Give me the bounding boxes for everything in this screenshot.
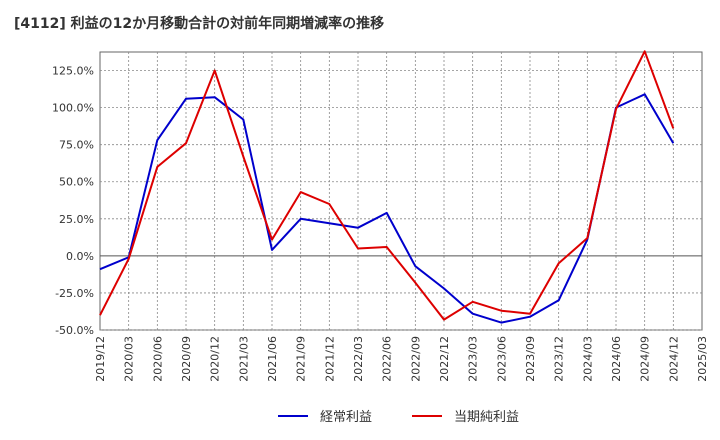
y-tick-label: 25.0% [59, 213, 94, 226]
x-tick-label: 2021/03 [237, 336, 250, 382]
x-tick-label: 2020/09 [180, 336, 193, 382]
plot-frame [99, 51, 703, 331]
legend-label-1: 経常利益 [320, 410, 372, 425]
y-tick-label: 100.0% [52, 102, 94, 115]
x-tick-label: 2024/03 [581, 336, 594, 382]
y-tick-label: 125.0% [52, 65, 94, 78]
y-tick-label: -25.0% [55, 287, 94, 300]
x-tick-label: 2024/06 [610, 336, 623, 382]
x-tick-label: 2023/09 [524, 336, 537, 382]
x-tick-label: 2021/06 [266, 336, 279, 382]
x-tick-label: 2023/06 [495, 336, 508, 382]
x-tick-label: 2020/03 [123, 336, 136, 382]
x-tick-label: 2023/03 [467, 336, 480, 382]
chart-title: [4112] 利益の12か月移動合計の対前年同期増減率の推移 [14, 15, 384, 32]
x-tick-label: 2023/12 [553, 336, 566, 382]
x-tick-label: 2025/03 [696, 336, 709, 382]
x-tick-label: 2024/09 [639, 336, 652, 382]
series-line-1 [99, 93, 675, 324]
x-tick-label: 2024/12 [667, 336, 680, 382]
x-tick-label: 2022/06 [381, 336, 394, 382]
y-tick-label: 50.0% [59, 176, 94, 189]
legend-label-2: 当期純利益 [454, 410, 519, 425]
x-tick-label: 2019/12 [94, 336, 107, 382]
x-tick-label: 2020/06 [151, 336, 164, 382]
x-tick-label: 2022/12 [438, 336, 451, 382]
x-tick-label: 2020/12 [209, 336, 222, 382]
y-tick-label: 75.0% [59, 139, 94, 152]
series-line-2 [99, 50, 675, 321]
x-tick-label: 2022/09 [409, 336, 422, 382]
y-tick-label: 0.0% [66, 250, 94, 263]
x-tick-label: 2021/09 [295, 336, 308, 382]
y-tick-label: -50.0% [55, 324, 94, 337]
x-tick-label: 2021/12 [323, 336, 336, 382]
x-tick-label: 2022/03 [352, 336, 365, 382]
